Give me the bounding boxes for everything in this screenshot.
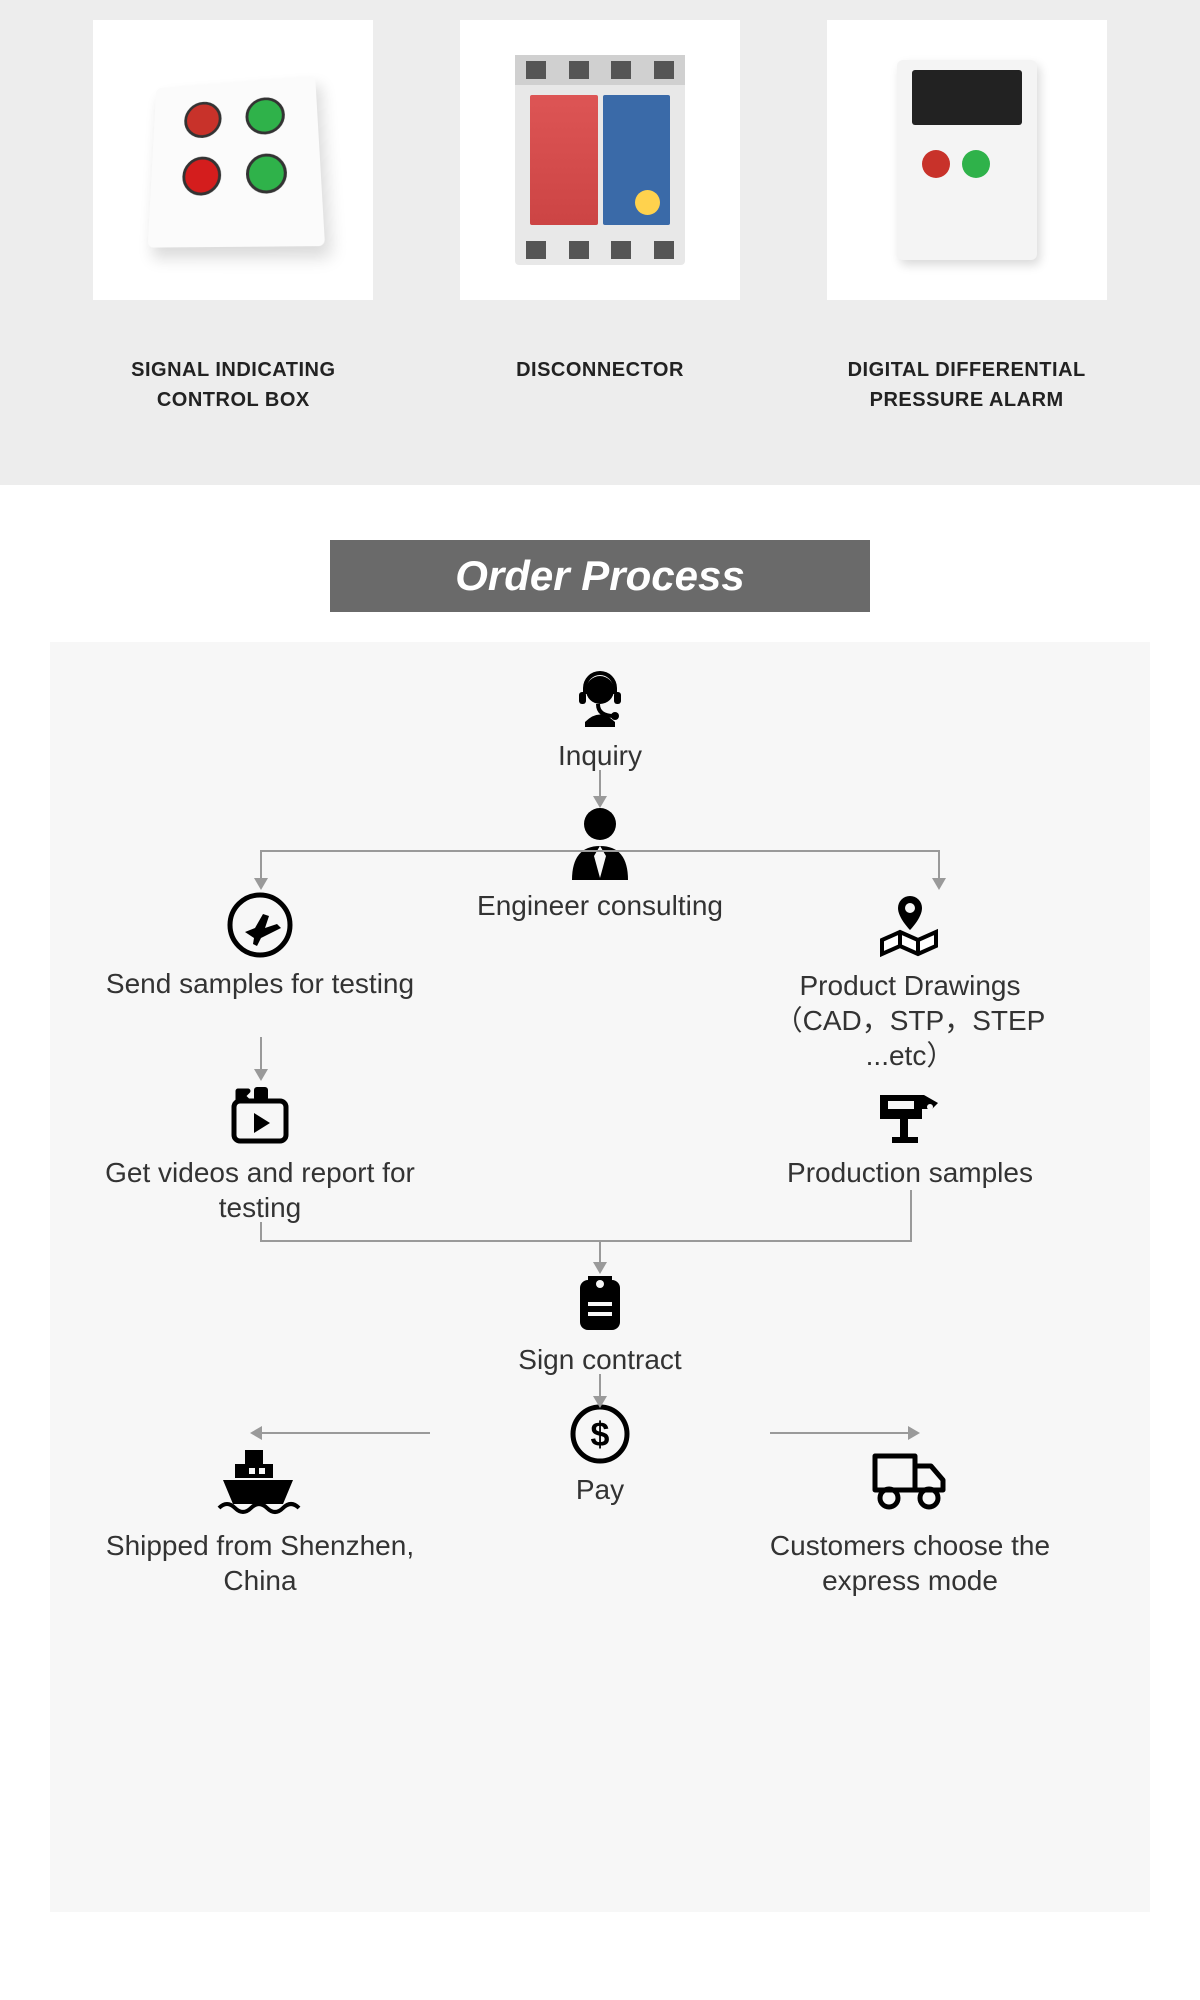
product-label-pressure-alarm: DIGITAL DIFFERENTIALPRESSURE ALARM [848,355,1086,415]
node-label-videos: Get videos and report for testing [100,1155,420,1225]
connector-v [910,1190,912,1242]
node-samples: Send samples for testing [100,890,420,1001]
node-videos: Get videos and report for testing [100,1077,420,1225]
arrow-down-icon [932,878,946,890]
product-image-control-box [93,20,373,300]
product-image-disconnector [460,20,740,300]
product-card-pressure-alarm: DIGITAL DIFFERENTIALPRESSURE ALARM [813,20,1120,415]
arrow-down-icon [593,796,607,808]
control-btn-4 [246,153,288,195]
connector-h [770,1432,910,1434]
node-engineer: Engineer consulting [440,802,760,923]
node-label-pay: Pay [576,1472,624,1507]
node-drawings: Product Drawings（CAD，STP，STEP ...etc） [750,890,1070,1073]
node-prodsamp: Production samples [750,1077,1070,1190]
connector-v [260,1222,262,1242]
contract-icon [568,1272,632,1336]
order-process-flowchart: Inquiry Engineer consulting Send samples… [50,642,1150,1912]
pressure-btn-red [922,150,950,178]
arrow-down-icon [254,1069,268,1081]
person-suit-icon [560,802,640,882]
order-process-banner: Order Process [330,540,870,612]
node-pay: $ Pay [440,1402,760,1507]
arrow-right-icon [908,1426,920,1440]
connector-h [260,1432,430,1434]
svg-text:$: $ [591,1416,610,1454]
control-btn-3 [182,156,222,196]
node-label-inquiry: Inquiry [558,738,642,773]
ship-icon [215,1442,305,1522]
connector-h [260,850,940,852]
control-btn-1 [184,101,222,139]
node-label-express: Customers choose the express mode [750,1528,1070,1598]
video-play-icon [224,1077,296,1149]
disconnector-device [515,55,685,265]
connector-h [260,1240,912,1242]
arrow-down-icon [593,1396,607,1408]
arrow-down-icon [254,878,268,890]
node-inquiry: Inquiry [440,662,760,773]
truck-icon [867,1442,953,1522]
products-row: SIGNAL INDICATINGCONTROL BOX DISC [80,20,1120,415]
pressure-alarm-device [897,60,1037,260]
arrow-left-icon [250,1426,262,1440]
node-contract: Sign contract [440,1272,760,1377]
connector-v [599,770,601,798]
product-label-control-box: SIGNAL INDICATINGCONTROL BOX [131,355,335,415]
connector-v [260,1037,262,1071]
arrow-down-icon [593,1262,607,1274]
product-label-disconnector: DISCONNECTOR [516,355,684,385]
order-process-title: Order Process [455,552,745,600]
node-label-samples: Send samples for testing [106,966,414,1001]
node-label-contract: Sign contract [518,1342,681,1377]
connector-v [599,1240,601,1264]
control-btn-2 [245,96,285,135]
connector-v [599,1374,601,1398]
machine-icon [870,1077,950,1149]
map-pin-icon [874,890,946,962]
connector-v [260,850,262,880]
pressure-btn-green [962,150,990,178]
node-label-shipped: Shipped from Shenzhen, China [100,1528,420,1598]
dollar-circle-icon: $ [568,1402,632,1466]
control-box-device [148,76,325,248]
headset-person-icon [565,662,635,732]
product-card-disconnector: DISCONNECTOR [447,20,754,415]
product-image-pressure-alarm [827,20,1107,300]
node-label-engineer: Engineer consulting [477,888,723,923]
products-section: SIGNAL INDICATINGCONTROL BOX DISC [0,0,1200,485]
plane-circle-icon [225,890,295,960]
node-label-prodsamp: Production samples [787,1155,1033,1190]
connector-v [938,850,940,880]
product-card-control-box: SIGNAL INDICATINGCONTROL BOX [80,20,387,415]
node-express: Customers choose the express mode [750,1442,1070,1598]
node-shipped: Shipped from Shenzhen, China [100,1442,420,1598]
node-label-drawings: Product Drawings（CAD，STP，STEP ...etc） [750,968,1070,1073]
